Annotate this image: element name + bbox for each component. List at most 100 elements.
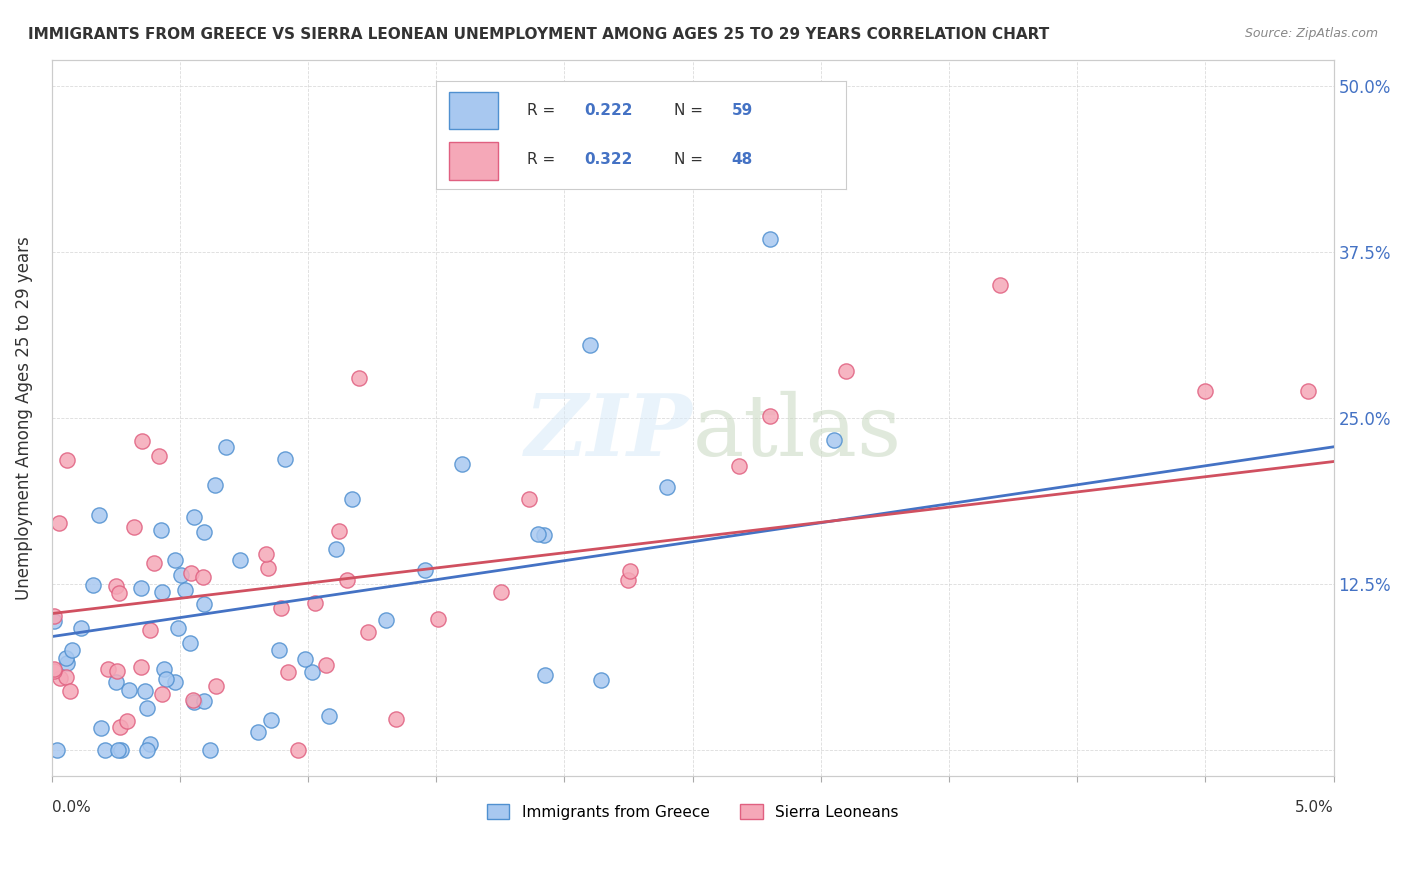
Point bbox=[260, 713, 283, 727]
Text: 0.0%: 0.0% bbox=[52, 800, 90, 815]
Point bbox=[205, 680, 228, 694]
Point bbox=[215, 440, 238, 454]
Point bbox=[325, 541, 347, 556]
Point bbox=[44, 664, 66, 678]
Point bbox=[200, 742, 222, 756]
Point bbox=[727, 458, 749, 473]
Point bbox=[139, 623, 162, 637]
Point bbox=[166, 621, 188, 635]
Point bbox=[139, 737, 162, 751]
Point bbox=[179, 635, 201, 649]
Point bbox=[533, 667, 555, 681]
Point bbox=[533, 528, 555, 542]
Point bbox=[48, 516, 70, 530]
Point bbox=[1194, 384, 1216, 399]
Point bbox=[87, 508, 110, 522]
Point bbox=[336, 573, 359, 587]
Point bbox=[759, 409, 782, 423]
Point bbox=[135, 742, 157, 756]
Point bbox=[267, 643, 290, 657]
Point bbox=[143, 556, 166, 570]
Point bbox=[118, 683, 141, 698]
Point bbox=[55, 670, 77, 684]
Point bbox=[44, 662, 66, 676]
Point bbox=[247, 725, 270, 739]
Point bbox=[502, 159, 524, 173]
Point bbox=[193, 597, 215, 611]
Point bbox=[107, 742, 129, 756]
Point bbox=[191, 570, 214, 584]
Point bbox=[349, 371, 371, 385]
Point bbox=[277, 665, 299, 679]
Point bbox=[108, 586, 131, 600]
Point bbox=[526, 526, 548, 541]
Point bbox=[44, 614, 66, 628]
Point bbox=[374, 613, 396, 627]
Point bbox=[59, 684, 82, 698]
Point bbox=[294, 652, 316, 666]
Point bbox=[129, 581, 152, 595]
Text: Source: ZipAtlas.com: Source: ZipAtlas.com bbox=[1244, 27, 1378, 40]
Point bbox=[254, 547, 277, 561]
Point bbox=[45, 742, 67, 756]
Point bbox=[758, 232, 780, 246]
Point bbox=[108, 720, 131, 734]
Point bbox=[131, 434, 153, 448]
Point bbox=[413, 563, 436, 577]
Point bbox=[180, 566, 202, 581]
Point bbox=[193, 525, 215, 540]
Point bbox=[165, 553, 187, 567]
Point bbox=[165, 675, 187, 690]
Point bbox=[122, 520, 145, 534]
Point bbox=[287, 742, 309, 756]
Point bbox=[134, 683, 156, 698]
Point bbox=[94, 742, 117, 756]
Point bbox=[97, 662, 120, 676]
Point bbox=[274, 452, 297, 467]
Point bbox=[619, 564, 641, 578]
Point bbox=[451, 458, 474, 472]
Legend: Immigrants from Greece, Sierra Leoneans: Immigrants from Greece, Sierra Leoneans bbox=[481, 797, 905, 826]
Point bbox=[70, 621, 93, 635]
Point bbox=[56, 452, 79, 467]
Point bbox=[181, 693, 204, 707]
Text: ZIP: ZIP bbox=[524, 391, 693, 474]
Point bbox=[489, 584, 512, 599]
Point bbox=[617, 573, 640, 587]
Point bbox=[44, 609, 66, 624]
Point bbox=[55, 651, 77, 665]
Point bbox=[988, 278, 1011, 293]
Point bbox=[183, 510, 205, 524]
Point bbox=[427, 612, 450, 626]
Point bbox=[183, 695, 205, 709]
Point bbox=[257, 561, 280, 575]
Point bbox=[204, 478, 226, 492]
Point bbox=[1296, 384, 1319, 399]
Point bbox=[315, 658, 337, 673]
Point bbox=[49, 671, 72, 685]
Point bbox=[153, 662, 176, 676]
Point bbox=[340, 491, 363, 506]
Point bbox=[173, 583, 195, 598]
Point bbox=[115, 714, 138, 728]
Point bbox=[105, 665, 128, 679]
Point bbox=[56, 656, 79, 670]
Point bbox=[579, 338, 602, 352]
Point bbox=[110, 742, 132, 756]
Point bbox=[589, 673, 612, 687]
Point bbox=[104, 674, 127, 689]
Point bbox=[328, 524, 350, 538]
Point bbox=[129, 660, 152, 674]
Y-axis label: Unemployment Among Ages 25 to 29 years: Unemployment Among Ages 25 to 29 years bbox=[15, 236, 32, 599]
Point bbox=[193, 694, 215, 708]
Point bbox=[90, 721, 112, 735]
Point bbox=[170, 567, 193, 582]
Point bbox=[105, 579, 128, 593]
Text: atlas: atlas bbox=[693, 391, 901, 474]
Point bbox=[835, 364, 858, 378]
Point bbox=[385, 712, 408, 726]
Point bbox=[318, 709, 340, 723]
Point bbox=[148, 449, 170, 463]
Text: 5.0%: 5.0% bbox=[1295, 800, 1333, 815]
Point bbox=[655, 480, 678, 494]
